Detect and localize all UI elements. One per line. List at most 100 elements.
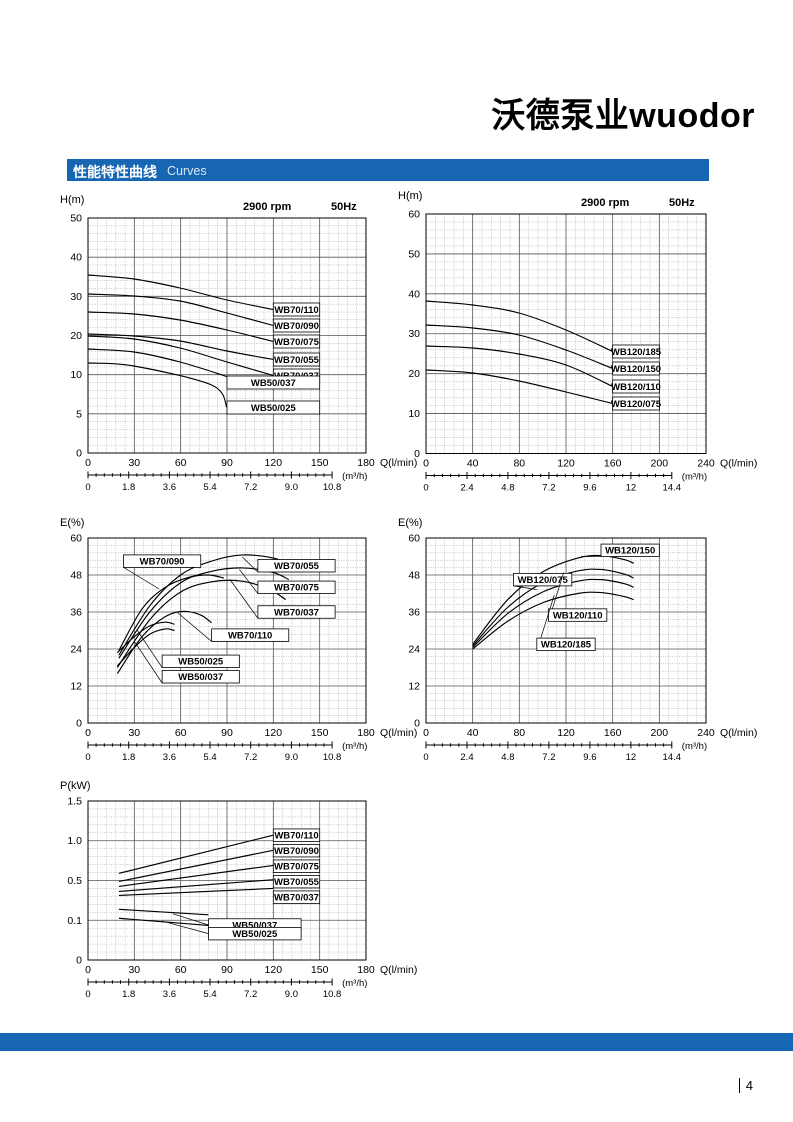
svg-text:30: 30	[70, 291, 82, 303]
svg-text:14.4: 14.4	[663, 483, 682, 494]
svg-text:WB70/110: WB70/110	[274, 831, 318, 842]
svg-text:150: 150	[311, 964, 329, 976]
svg-text:12: 12	[70, 681, 82, 693]
svg-text:2900 rpm: 2900 rpm	[581, 197, 630, 209]
svg-text:2.4: 2.4	[460, 483, 473, 494]
svg-text:WB50/025: WB50/025	[232, 929, 278, 940]
svg-text:180: 180	[357, 727, 375, 739]
svg-text:WB70/075: WB70/075	[274, 862, 320, 873]
svg-text:WB70/090: WB70/090	[274, 846, 319, 857]
svg-text:30: 30	[408, 328, 420, 340]
svg-text:10: 10	[408, 408, 420, 420]
svg-text:WB70/090: WB70/090	[140, 556, 185, 567]
svg-text:9.6: 9.6	[583, 483, 596, 494]
svg-text:80: 80	[513, 727, 525, 739]
svg-text:0: 0	[414, 718, 420, 730]
svg-text:180: 180	[357, 457, 375, 469]
svg-text:80: 80	[513, 458, 525, 470]
svg-text:50Hz: 50Hz	[331, 201, 357, 213]
svg-text:0: 0	[423, 483, 428, 494]
svg-text:2.4: 2.4	[460, 752, 473, 763]
svg-text:60: 60	[408, 209, 420, 221]
svg-text:4.8: 4.8	[501, 752, 514, 763]
svg-text:120: 120	[265, 727, 283, 739]
svg-text:60: 60	[408, 533, 420, 545]
svg-text:0: 0	[85, 752, 90, 763]
svg-text:9.6: 9.6	[583, 752, 596, 763]
svg-text:120: 120	[557, 458, 575, 470]
svg-text:3.6: 3.6	[163, 752, 176, 763]
svg-text:60: 60	[175, 727, 187, 739]
svg-text:7.2: 7.2	[542, 483, 555, 494]
svg-text:WB50/037: WB50/037	[178, 672, 223, 683]
svg-text:120: 120	[265, 964, 283, 976]
svg-text:40: 40	[467, 458, 479, 470]
svg-text:40: 40	[408, 288, 420, 300]
svg-text:H(m): H(m)	[398, 190, 422, 202]
svg-text:240: 240	[697, 727, 715, 739]
svg-text:200: 200	[651, 458, 669, 470]
svg-text:1.8: 1.8	[122, 482, 135, 493]
svg-text:160: 160	[604, 727, 622, 739]
svg-text:WB70/055: WB70/055	[274, 355, 320, 366]
svg-text:0: 0	[423, 752, 428, 763]
svg-text:WB120/185: WB120/185	[611, 347, 662, 358]
svg-text:12: 12	[626, 483, 637, 494]
svg-text:5.4: 5.4	[203, 482, 216, 493]
svg-text:(m³/h): (m³/h)	[342, 471, 367, 482]
svg-text:5.4: 5.4	[203, 989, 216, 1000]
svg-text:9.0: 9.0	[285, 752, 298, 763]
svg-text:7.2: 7.2	[244, 482, 257, 493]
svg-text:4.8: 4.8	[501, 483, 514, 494]
svg-text:WB120/075: WB120/075	[611, 399, 662, 410]
svg-text:48: 48	[408, 570, 420, 582]
svg-text:90: 90	[221, 964, 233, 976]
svg-text:7.2: 7.2	[542, 752, 555, 763]
svg-text:(m³/h): (m³/h)	[682, 472, 707, 483]
svg-text:(m³/h): (m³/h)	[682, 741, 707, 752]
svg-text:3.6: 3.6	[163, 989, 176, 1000]
svg-text:9.0: 9.0	[285, 989, 298, 1000]
svg-text:E(%): E(%)	[398, 517, 422, 529]
svg-text:150: 150	[311, 727, 329, 739]
svg-text:24: 24	[408, 644, 420, 656]
svg-text:60: 60	[175, 964, 187, 976]
svg-text:0: 0	[414, 448, 420, 460]
svg-text:0: 0	[85, 482, 90, 493]
svg-text:WB70/055: WB70/055	[274, 561, 320, 572]
svg-text:P(kW): P(kW)	[60, 780, 91, 792]
svg-text:WB120/110: WB120/110	[553, 610, 603, 621]
svg-text:1.8: 1.8	[122, 989, 135, 1000]
svg-text:Q(l/min): Q(l/min)	[380, 727, 417, 739]
svg-text:60: 60	[175, 457, 187, 469]
svg-text:1.5: 1.5	[67, 796, 82, 808]
svg-text:WB50/025: WB50/025	[178, 657, 224, 668]
svg-text:24: 24	[70, 644, 82, 656]
svg-text:240: 240	[697, 458, 715, 470]
svg-text:0: 0	[423, 458, 429, 470]
svg-text:14.4: 14.4	[663, 752, 682, 763]
svg-text:30: 30	[128, 727, 140, 739]
svg-text:7.2: 7.2	[244, 752, 257, 763]
svg-text:(m³/h): (m³/h)	[342, 741, 367, 752]
svg-text:WB120/110: WB120/110	[611, 382, 661, 393]
svg-text:0: 0	[76, 718, 82, 730]
svg-text:160: 160	[604, 458, 622, 470]
svg-text:WB70/110: WB70/110	[228, 630, 272, 641]
svg-text:10.8: 10.8	[323, 989, 342, 1000]
svg-text:12: 12	[408, 681, 420, 693]
svg-text:Q(l/min): Q(l/min)	[720, 727, 757, 739]
svg-text:WB70/075: WB70/075	[274, 337, 320, 348]
svg-text:7.2: 7.2	[244, 989, 257, 1000]
svg-text:150: 150	[311, 457, 329, 469]
svg-text:40: 40	[467, 727, 479, 739]
svg-text:Q(l/min): Q(l/min)	[380, 964, 417, 976]
svg-text:0: 0	[76, 955, 82, 967]
svg-text:48: 48	[70, 570, 82, 582]
svg-text:1.0: 1.0	[67, 835, 82, 847]
svg-text:120: 120	[557, 727, 575, 739]
svg-text:50Hz: 50Hz	[669, 197, 695, 209]
svg-text:2900 rpm: 2900 rpm	[243, 201, 292, 213]
svg-text:0: 0	[423, 727, 429, 739]
svg-text:0.5: 0.5	[67, 875, 82, 887]
